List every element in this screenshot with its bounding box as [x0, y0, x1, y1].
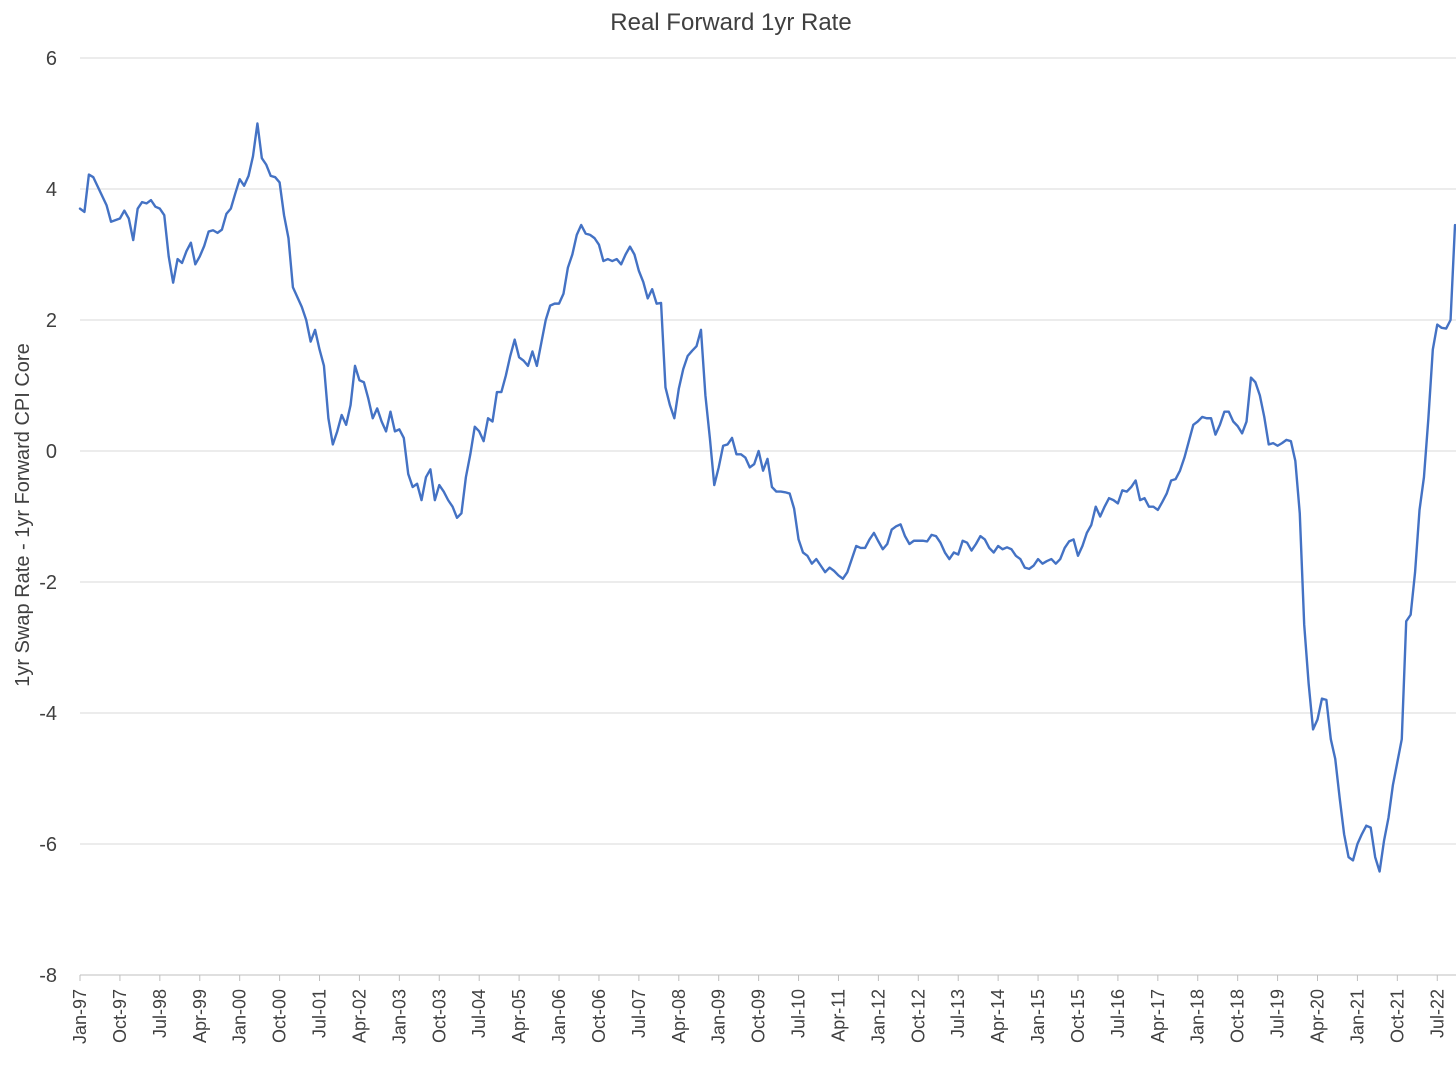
y-axis-ticks: 6 4 2 0 -2 -4 -6 -8	[39, 48, 57, 987]
x-tick-label: Oct-06	[589, 989, 609, 1043]
chart-title: Real Forward 1yr Rate	[610, 9, 851, 36]
x-tick-label: Jan-03	[389, 989, 409, 1044]
x-tick-label: Jul-07	[629, 989, 649, 1038]
x-tick-label: Jul-98	[150, 989, 170, 1038]
x-tick-label: Jan-06	[549, 989, 569, 1044]
x-tick-label: Jul-19	[1268, 989, 1288, 1038]
x-tick-label: Oct-18	[1228, 989, 1248, 1043]
series-layer	[78, 122, 1456, 873]
x-tick-label: Jan-12	[868, 989, 888, 1044]
y-tick-label: -4	[39, 703, 57, 725]
x-tick-label: Jan-15	[1028, 989, 1048, 1044]
x-tick-label: Jan-00	[230, 989, 250, 1044]
y-tick-label: 4	[46, 179, 57, 201]
x-tick-label: Oct-00	[270, 989, 290, 1043]
x-tick-label: Jul-01	[310, 989, 330, 1038]
y-axis-label: 1yr Swap Rate - 1yr Forward CPI Core	[12, 343, 34, 686]
x-tick-label: Apr-17	[1148, 989, 1168, 1043]
x-tick-label: Oct-21	[1387, 989, 1407, 1043]
x-tick-label: Apr-14	[988, 989, 1008, 1043]
x-tick-label: Apr-11	[828, 989, 848, 1042]
x-tick-label: Oct-15	[1068, 989, 1088, 1043]
x-tick-label: Oct-03	[429, 989, 449, 1043]
x-tick-label: Jul-22	[1427, 989, 1447, 1038]
x-tick-label: Jul-16	[1108, 989, 1128, 1038]
y-tick-label: 2	[46, 310, 57, 332]
x-tick-label: Apr-08	[669, 989, 689, 1043]
x-axis-ticks: Jan-97 Oct-97 Jul-98 Apr-99 Jan-00 Oct-00 Jul-…	[70, 975, 1447, 1044]
x-tick-label: Jul-04	[469, 989, 489, 1038]
x-tick-label: Jan-97	[70, 989, 90, 1044]
y-tick-label: 6	[46, 48, 57, 70]
gridlines	[80, 57, 1456, 976]
x-tick-label: Apr-20	[1308, 989, 1328, 1043]
x-tick-label: Oct-12	[908, 989, 928, 1043]
series-line	[78, 122, 1456, 873]
x-tick-label: Jan-21	[1347, 989, 1367, 1044]
x-tick-label: Jan-09	[709, 989, 729, 1044]
x-tick-label: Jul-10	[789, 989, 809, 1038]
y-tick-label: -6	[39, 834, 57, 856]
x-tick-label: Apr-99	[190, 989, 210, 1043]
x-tick-label: Jul-13	[948, 989, 968, 1038]
x-tick-label: Oct-09	[749, 989, 769, 1043]
y-tick-label: -2	[39, 572, 57, 594]
x-tick-label: Oct-97	[110, 989, 130, 1043]
y-tick-label: 0	[46, 441, 57, 463]
x-tick-label: Jan-18	[1188, 989, 1208, 1044]
y-tick-label: -8	[39, 965, 57, 987]
x-tick-label: Apr-05	[509, 989, 529, 1043]
x-tick-label: Apr-02	[349, 989, 369, 1043]
